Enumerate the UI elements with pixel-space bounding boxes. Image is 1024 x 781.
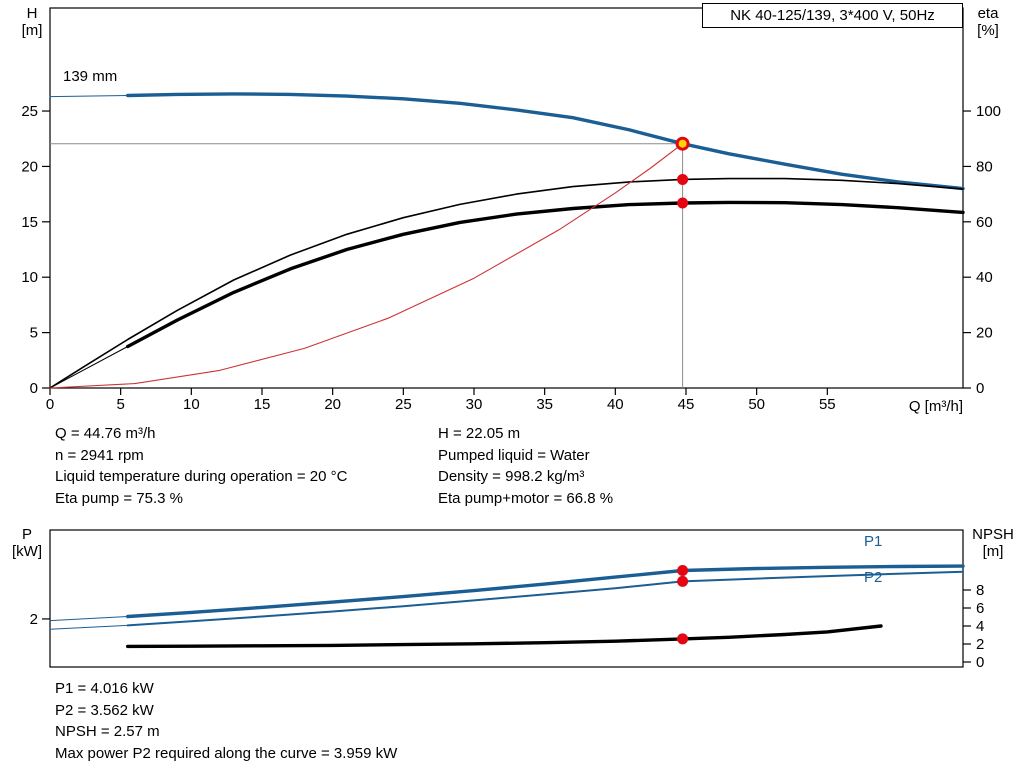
curve-p2 xyxy=(126,570,964,627)
q-tick-label: 0 xyxy=(46,396,54,413)
head-value-text: H = 22.05 m xyxy=(438,425,521,442)
p2-value-text: P2 = 3.562 kW xyxy=(55,701,154,719)
p-axis-label-line1: P xyxy=(21,526,32,543)
npsh-tick-label: 6 xyxy=(976,600,984,617)
h-tick-label: 25 xyxy=(21,103,38,120)
curve-h xyxy=(125,92,965,191)
h-axis-label-line2: [m] xyxy=(21,22,43,39)
p-axis-label-line2: [kW] xyxy=(12,543,42,560)
npsh-tick-label: 0 xyxy=(976,654,984,671)
q-value-text: Q = 44.76 m³/h xyxy=(55,425,156,442)
npsh-tick-label: 2 xyxy=(976,636,984,653)
operating-data-left-column: Q = 44.76 m³/h n = 2941 rpm Liquid tempe… xyxy=(55,423,347,509)
eta-pump-motor-text: Eta pump+motor = 66.8 % xyxy=(438,489,614,507)
impeller-diameter-label: 139 mm xyxy=(63,68,118,85)
h-tick-label: 15 xyxy=(21,214,38,231)
q-tick-label: 55 xyxy=(819,396,836,413)
p2-marker xyxy=(677,575,689,587)
eta-tick-label: 40 xyxy=(976,269,993,286)
curve-system xyxy=(49,143,684,389)
eta-tick-label: 80 xyxy=(976,158,993,175)
eta-pump-marker xyxy=(677,173,689,185)
eta-pump-motor-marker xyxy=(677,197,689,209)
curve-h-lead xyxy=(49,95,129,98)
curve-eta-pump-motor xyxy=(125,200,965,349)
speed-value-text: n = 2941 rpm xyxy=(55,446,144,464)
q-tick-label: 45 xyxy=(678,396,695,413)
pump-title-box: NK 40-125/139, 3*400 V, 50Hz xyxy=(702,3,963,28)
npsh-axis-label: NPSH [m] xyxy=(966,526,1020,560)
h-tick-label: 0 xyxy=(30,380,38,397)
p1-marker xyxy=(677,564,689,576)
p1-value-text: P1 = 4.016 kW xyxy=(55,680,154,697)
bottom-plot-frame xyxy=(49,529,964,668)
q-tick-label: 10 xyxy=(183,396,200,413)
h-axis-label-line1: H xyxy=(26,5,38,22)
curve-eta-pump xyxy=(49,177,964,389)
duty-point-marker xyxy=(675,136,690,151)
curve-p2-lead xyxy=(49,624,129,630)
h-tick-label: 5 xyxy=(30,325,38,342)
p-axis-label: P [kW] xyxy=(6,526,48,560)
h-tick-label: 10 xyxy=(21,269,38,286)
curve-npsh xyxy=(125,624,883,649)
eta-axis-label: eta [%] xyxy=(968,5,1008,39)
q-tick-label: 30 xyxy=(466,396,483,413)
h-axis-label: H [m] xyxy=(14,5,50,39)
npsh-tick-label: 8 xyxy=(976,582,984,599)
p-tick-label: 2 xyxy=(30,611,38,628)
eta-pump-text: Eta pump = 75.3 % xyxy=(55,489,183,507)
q-tick-label: 50 xyxy=(748,396,765,413)
p2-curve-label: P2 xyxy=(864,569,883,586)
h-tick-label: 20 xyxy=(21,158,38,175)
q-tick-label: 40 xyxy=(607,396,624,413)
density-text: Density = 998.2 kg/m³ xyxy=(438,468,585,485)
npsh-axis-label-line2: [m] xyxy=(982,543,1004,560)
eta-axis-label-line2: [%] xyxy=(977,22,999,39)
curve-p1-lead xyxy=(49,616,129,622)
eta-tick-label: 0 xyxy=(976,380,984,397)
power-data-block: P1 = 4.016 kW P2 = 3.562 kW NPSH = 2.57 … xyxy=(55,678,397,764)
curve-p1 xyxy=(125,564,965,619)
top-plot-frame xyxy=(49,7,964,389)
operating-data-right-column: H = 22.05 m Pumped liquid = Water Densit… xyxy=(438,423,613,509)
q-tick-label: 35 xyxy=(536,396,553,413)
npsh-tick-label: 4 xyxy=(976,618,984,635)
q-tick-label: 15 xyxy=(254,396,271,413)
npsh-value-text: NPSH = 2.57 m xyxy=(55,723,160,740)
q-axis-label: Q [m³/h] xyxy=(908,398,963,415)
pumped-liquid-text: Pumped liquid = Water xyxy=(438,446,590,464)
eta-tick-label: 20 xyxy=(976,325,993,342)
q-tick-label: 20 xyxy=(324,396,341,413)
eta-tick-label: 60 xyxy=(976,214,993,231)
liquid-temperature-text: Liquid temperature during operation = 20… xyxy=(55,468,348,485)
curve-eta-pump-motor-lead xyxy=(49,346,129,389)
eta-axis-label-line1: eta xyxy=(977,5,999,22)
q-tick-label: 5 xyxy=(116,396,124,413)
q-tick-label: 25 xyxy=(395,396,412,413)
npsh-axis-label-line1: NPSH xyxy=(972,526,1014,543)
max-power-text: Max power P2 required along the curve = … xyxy=(55,744,398,762)
p1-curve-label: P1 xyxy=(864,533,883,550)
npsh-marker xyxy=(677,633,689,645)
eta-tick-label: 100 xyxy=(976,103,1001,120)
